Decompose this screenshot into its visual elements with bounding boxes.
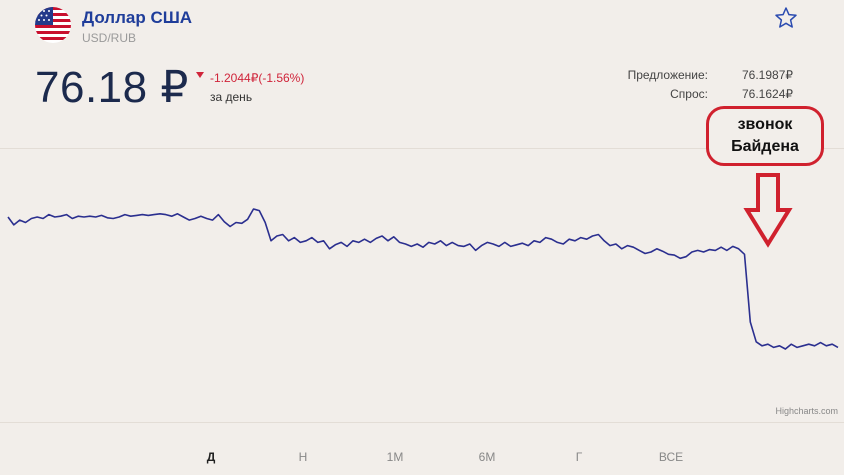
tab-all[interactable]: ВСЕ	[658, 450, 684, 464]
down-arrow-annotation-icon	[743, 173, 793, 248]
annotation-line-2: Байдена	[731, 138, 799, 155]
bid-ask-panel: Предложение: 76.1987₽ Спрос: 76.1624₽	[608, 68, 804, 106]
price-line	[7, 208, 839, 350]
down-arrow-icon	[196, 72, 204, 78]
footer-divider	[0, 422, 844, 423]
bid-label: Спрос:	[670, 87, 708, 101]
tab-week[interactable]: Н	[298, 450, 308, 464]
bid-value: 76.1624₽	[742, 87, 794, 101]
annotation-callout: звонок Байдена	[706, 106, 824, 166]
offer-row: Предложение: 76.1987₽	[608, 68, 804, 87]
price-change: -1.2044₽(-1.56%)	[210, 71, 305, 85]
offer-label: Предложение:	[627, 68, 708, 82]
tab-6-months[interactable]: 6М	[478, 450, 496, 464]
us-flag-icon	[35, 7, 71, 43]
tab-1-month[interactable]: 1М	[386, 450, 404, 464]
change-period: за день	[210, 90, 253, 104]
offer-value: 76.1987₽	[742, 68, 794, 82]
range-tabs: Д Н 1М 6М Г ВСЕ	[165, 450, 717, 464]
annotation-line-1: звонок	[737, 116, 793, 133]
currency-title: Доллар США	[82, 8, 193, 27]
currency-pair: USD/RUB	[82, 31, 137, 45]
highcharts-credit[interactable]: Highcharts.com	[775, 406, 838, 416]
star-icon[interactable]	[774, 6, 798, 30]
header-divider	[0, 148, 844, 149]
tab-year[interactable]: Г	[575, 450, 583, 464]
bid-row: Спрос: 76.1624₽	[608, 87, 804, 106]
tab-day[interactable]: Д	[206, 450, 216, 464]
price-chart[interactable]	[0, 149, 844, 409]
current-price: 76.18 ₽	[35, 63, 189, 112]
